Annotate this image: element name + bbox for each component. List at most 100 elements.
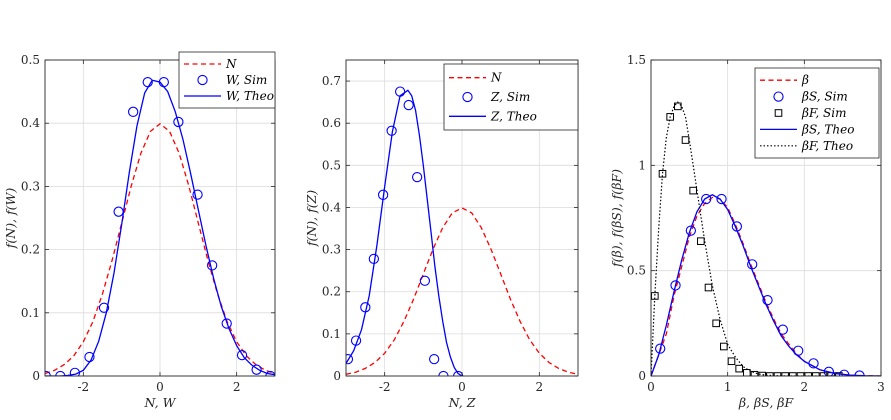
data-point-circle <box>411 171 423 183</box>
data-point-square <box>658 169 667 178</box>
legend-entry-label: W, Theo <box>226 89 274 103</box>
data-point-square <box>712 319 720 328</box>
data-point-circle <box>701 193 712 205</box>
data-point-circle <box>762 295 773 306</box>
legend-marker-square <box>774 109 783 117</box>
x-axis-label: β, βS, βF <box>738 395 795 410</box>
data-point-square <box>773 372 782 376</box>
plot-1: -2 0 2 0 0.1 0.2 0.3 0.4 0.5 N, W f(N), f(W) N W, Si… <box>3 51 276 410</box>
series-line <box>651 196 881 376</box>
axes-frame <box>650 59 882 377</box>
tick-label-x: 2 <box>536 380 544 394</box>
legend-entry-label: βF, Sim <box>801 106 846 120</box>
data-point-circle <box>113 206 124 217</box>
tick-label-y: 0.3 <box>322 243 341 257</box>
legend-frame <box>443 63 579 131</box>
legend-marker-circle <box>197 74 208 86</box>
data-point-square <box>750 370 759 376</box>
tick-label-x: 1 <box>724 380 732 394</box>
tick-label-y: 0.5 <box>322 158 341 172</box>
tick-label-y: 0.4 <box>21 116 40 130</box>
data-point-circle <box>251 364 262 375</box>
tick-label-y: 0.5 <box>627 264 646 278</box>
data-point-square <box>681 136 690 144</box>
tick-label-x: 2 <box>233 380 241 394</box>
data-point-square <box>727 357 736 366</box>
legend-entry-label: W, Sim <box>226 73 267 87</box>
data-point-circle <box>685 225 697 236</box>
data-point-square <box>743 369 751 376</box>
series-line <box>651 194 881 376</box>
data-point-circle <box>716 193 727 205</box>
legend-entry-label: N <box>490 71 502 85</box>
data-point-circle <box>823 366 835 376</box>
legend-marker-circle <box>773 91 784 102</box>
x-axis-label: N, Z <box>448 395 476 410</box>
data-point-square <box>835 372 843 376</box>
data-point-square <box>819 372 828 376</box>
tick-label-y: 0.4 <box>322 200 341 214</box>
data-point-circle <box>236 349 248 361</box>
legend-entry-label: Z, Theo <box>490 109 537 123</box>
data-point-square <box>735 364 743 373</box>
tick-label-x: -2 <box>379 380 391 394</box>
plot-2: -2 0 2 0 0.1 0.2 0.3 0.4 0.5 0.6 0.7 N, Z f(N), f(Z)… <box>304 59 579 410</box>
legend-entry-label: βS, Sim <box>801 90 848 104</box>
series-line <box>651 101 835 376</box>
data-point-square <box>697 237 705 245</box>
series-group <box>45 76 275 376</box>
series-line <box>45 122 275 375</box>
tick-label-x: 0 <box>647 380 655 394</box>
tick-label-x: 0 <box>156 380 164 394</box>
data-point-square <box>720 342 728 351</box>
tick-label-y: 0.3 <box>21 179 40 193</box>
tick-label-y: 0 <box>32 369 40 383</box>
data-point-square <box>674 102 682 111</box>
legend: N W, Sim W, Theo <box>178 51 276 109</box>
tick-label-y: 0.7 <box>322 74 341 88</box>
tick-label-y: 0.6 <box>322 116 341 130</box>
tick-label-y: 1 <box>638 158 646 172</box>
data-point-square <box>766 372 774 376</box>
y-axis-label: f(β), f(βS), f(βF) <box>609 169 624 268</box>
tick-label-y: 0.1 <box>21 306 40 320</box>
series-group <box>651 101 881 376</box>
data-point-square <box>781 372 789 376</box>
tick-label-y: 1.5 <box>627 53 646 67</box>
series-line <box>45 79 275 376</box>
legend: N Z, Sim Z, Theo <box>443 63 579 131</box>
y-axis-label: f(N), f(W) <box>3 188 18 250</box>
data-point-circle <box>419 275 431 286</box>
tick-label-y: 0.2 <box>322 285 341 299</box>
tick-label-y: 0 <box>333 369 341 383</box>
data-point-square <box>804 372 812 376</box>
tick-label-y: 0.1 <box>322 327 341 341</box>
data-point-square <box>704 283 713 292</box>
data-point-circle <box>173 116 184 128</box>
x-axis-label: N, W <box>144 395 177 410</box>
legend-entry-label: Z, Sim <box>490 90 530 104</box>
data-point-circle <box>403 99 414 111</box>
plot-3: 0 1 2 3 0 0.5 1 1.5 β, βS, βF f(β), f(βS), f(βF) β… <box>609 53 885 410</box>
legend-entry-label: βF, Theo <box>801 139 853 153</box>
legend-entry-label: βS, Theo <box>801 122 854 136</box>
data-point-square <box>812 372 820 376</box>
data-point-circle <box>655 343 666 354</box>
tick-label-x: 3 <box>877 380 885 394</box>
data-point-circle <box>192 189 203 200</box>
legend: β βS, Sim βF, Sim βS, Theo βF, Theo <box>754 67 880 159</box>
data-point-square <box>796 372 805 376</box>
series-line <box>346 207 578 375</box>
tick-label-x: -2 <box>77 380 89 394</box>
data-point-square <box>651 292 659 300</box>
data-point-circle <box>128 106 139 117</box>
data-point-circle <box>221 318 232 329</box>
data-point-square <box>689 186 697 195</box>
tick-label-y: 0 <box>638 369 646 383</box>
legend-entry-label: β <box>801 73 809 87</box>
data-point-circle <box>346 353 354 365</box>
tick-label-x: 2 <box>801 380 809 394</box>
data-point-circle <box>429 353 440 365</box>
series-line <box>346 89 463 376</box>
